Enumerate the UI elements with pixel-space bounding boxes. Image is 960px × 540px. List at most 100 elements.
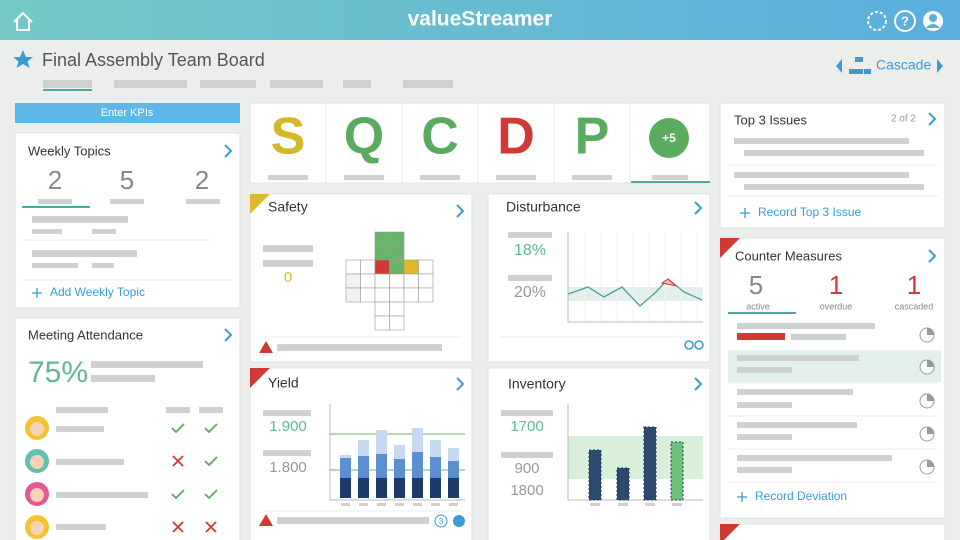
safety-cell — [403, 287, 419, 303]
panel-title: Top 3 Issues — [734, 112, 807, 127]
yield-bar-base — [412, 478, 423, 498]
status-pie-fill — [927, 427, 934, 434]
placeholder-bar — [501, 410, 553, 416]
sqcdp-letter[interactable]: S — [271, 108, 306, 166]
kpi-value: 0 — [284, 269, 292, 286]
placeholder-bar — [791, 334, 846, 340]
sqcdp-letter[interactable]: P — [575, 108, 610, 166]
chevron — [456, 377, 465, 391]
stat-value: 5 — [749, 270, 763, 300]
safety-cell — [345, 287, 361, 303]
home-icon[interactable] — [13, 11, 33, 31]
panel — [719, 523, 946, 540]
badge-circle[interactable] — [434, 514, 448, 528]
x-label — [590, 503, 600, 506]
favorite-star[interactable] — [13, 50, 33, 68]
x-label — [413, 503, 422, 506]
x-label — [449, 503, 458, 506]
placeholder-bar — [572, 175, 612, 180]
brand-logo[interactable]: valueStreamer — [408, 8, 553, 31]
stat-value: 1 — [907, 270, 921, 300]
chevron — [224, 144, 233, 158]
chevron — [694, 201, 703, 215]
x-label — [359, 503, 368, 506]
inventory-bar — [616, 467, 630, 501]
more-badge[interactable] — [649, 118, 689, 158]
chevron — [694, 377, 703, 391]
help-glyph: ? — [901, 13, 909, 28]
header-bar — [0, 0, 960, 40]
badge-count[interactable]: 3 — [439, 517, 444, 526]
cascade-link[interactable]: Cascade — [876, 57, 931, 73]
placeholder-bar — [32, 263, 78, 268]
placeholder-bar — [92, 229, 116, 234]
view-icon — [684, 340, 694, 350]
x-label — [341, 503, 350, 506]
status-pie-fill — [927, 328, 934, 335]
globe-icon — [453, 515, 465, 527]
yield-bar-top — [412, 428, 423, 452]
placeholder-bar — [32, 229, 62, 234]
tab-underline — [43, 89, 92, 91]
settings-icon[interactable] — [867, 11, 887, 31]
yield-bar-mid — [448, 461, 459, 480]
row-highlight — [728, 350, 941, 382]
kpi-button[interactable] — [15, 103, 240, 123]
panel-title: Meeting Attendance — [28, 327, 143, 342]
status-flag — [720, 524, 740, 540]
check-mark — [204, 423, 218, 434]
kpi-button-label[interactable]: Enter KPIs — [101, 107, 154, 119]
placeholder-bar — [508, 232, 552, 238]
yield-bar-mid — [394, 459, 405, 480]
placeholder-bar — [110, 199, 144, 204]
placeholder-bar — [186, 199, 220, 204]
safety-cell — [389, 245, 405, 261]
yield-bar-top — [394, 445, 405, 459]
inventory-bar — [588, 449, 602, 501]
placeholder-bar — [268, 175, 308, 180]
more-badge-label[interactable]: +5 — [662, 131, 676, 145]
plus-icon — [737, 492, 747, 502]
safety-cell — [374, 287, 390, 303]
cascade-next[interactable] — [937, 59, 943, 73]
sqcdp-letter[interactable]: D — [497, 108, 535, 166]
x-label — [645, 503, 655, 506]
placeholder-bar — [92, 263, 114, 268]
warning-icon — [259, 341, 273, 353]
x-label — [672, 503, 682, 506]
sqcdp-letter[interactable]: C — [421, 108, 459, 166]
placeholder-bar — [734, 172, 909, 178]
safety-cell — [389, 273, 405, 289]
safety-cell — [374, 273, 390, 289]
axis — [329, 404, 465, 501]
kpi-value: 1.900 — [269, 418, 307, 435]
yield-bar-top — [340, 455, 351, 458]
pager: 2 of 2 — [891, 114, 916, 125]
placeholder-bar — [496, 175, 536, 180]
check-mark — [204, 489, 218, 500]
kpi-target: 1.800 — [269, 459, 307, 476]
add-link[interactable]: Record Top 3 Issue — [758, 205, 861, 219]
placeholder-bar — [199, 407, 223, 413]
status-pie-fill — [927, 394, 934, 401]
placeholder-bar — [737, 422, 857, 428]
placeholder-bar — [32, 250, 137, 257]
sqcdp-letter[interactable]: Q — [344, 108, 384, 166]
avatar-face — [30, 488, 44, 502]
placeholder-bar — [263, 245, 313, 252]
help-icon[interactable] — [894, 10, 916, 32]
placeholder-bar — [737, 367, 792, 373]
attendance-percent: 75% — [28, 356, 88, 389]
avatar-face — [30, 422, 44, 436]
yield-bar-top — [430, 440, 441, 457]
placeholder-bar — [420, 175, 460, 180]
user-head — [929, 14, 937, 22]
yield-bar-base — [358, 478, 369, 498]
tab-underline — [728, 312, 796, 314]
cascade-prev[interactable] — [836, 59, 842, 73]
add-link[interactable]: Record Deviation — [755, 489, 847, 503]
axis — [567, 404, 703, 501]
yield-bar-mid — [376, 454, 387, 480]
add-link[interactable]: Add Weekly Topic — [50, 285, 145, 299]
